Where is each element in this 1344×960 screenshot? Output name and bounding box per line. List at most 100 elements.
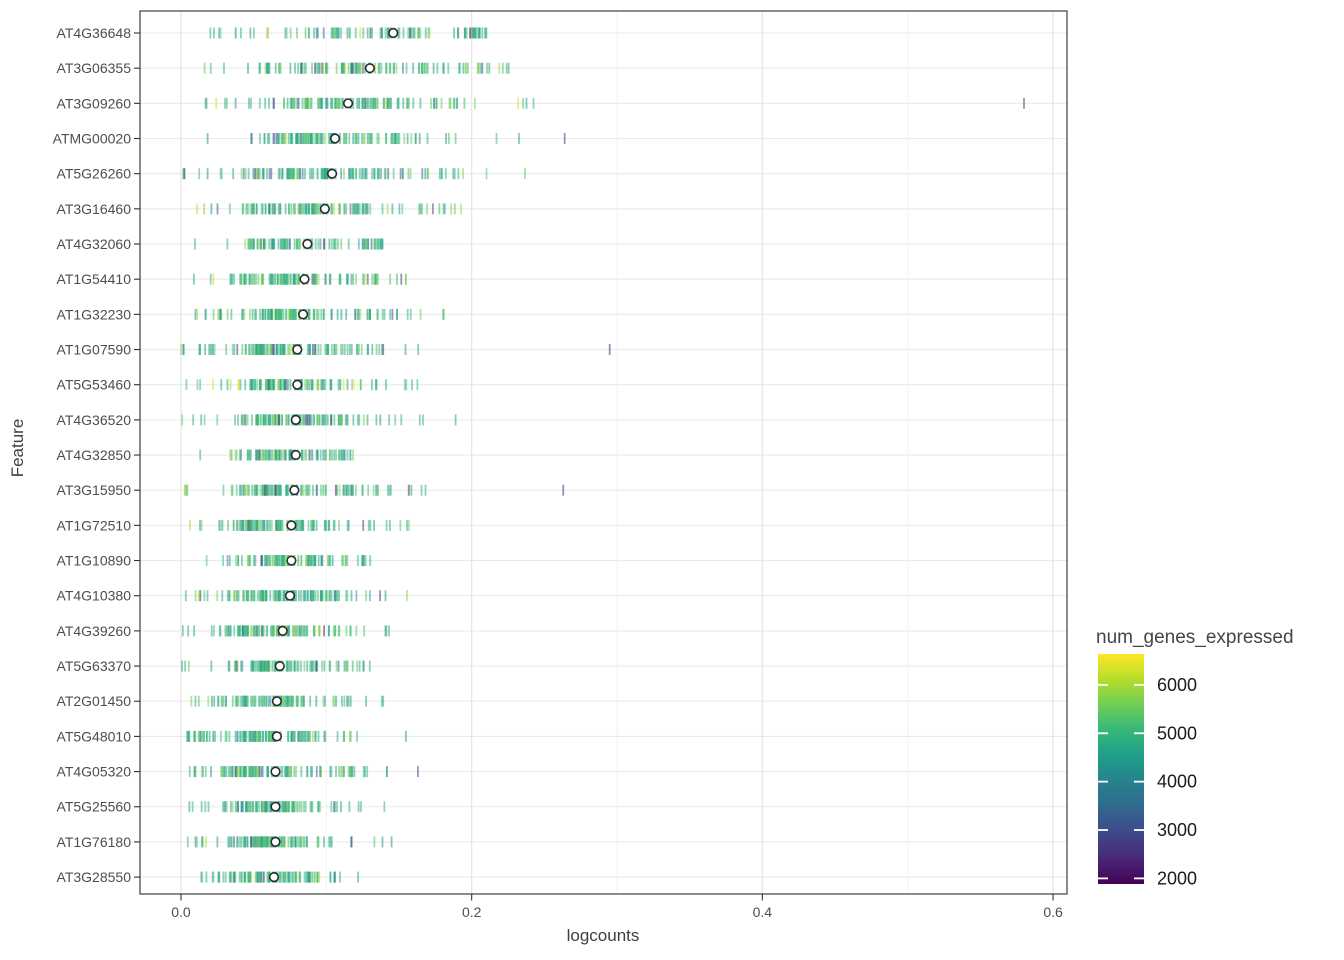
strip-tick xyxy=(285,484,288,496)
y-tick-label: AT1G54410 xyxy=(57,271,132,287)
strip-tick xyxy=(315,203,318,215)
strip-tick xyxy=(361,203,364,215)
median-point xyxy=(319,203,331,214)
strip-tick xyxy=(273,379,276,391)
strip-tick xyxy=(292,308,295,320)
strip-tick xyxy=(322,133,324,144)
strip-tick xyxy=(253,766,256,778)
median-point xyxy=(277,625,288,637)
strip-tick xyxy=(466,62,469,74)
strip-tick xyxy=(279,273,281,285)
strip-tick xyxy=(193,730,196,742)
y-tick-label: AT4G36648 xyxy=(57,25,132,41)
strip-tick xyxy=(344,555,347,567)
strip-tick xyxy=(380,238,382,250)
strip-tick xyxy=(233,660,236,672)
strip-tick xyxy=(246,625,248,637)
strip-tick xyxy=(277,203,280,215)
strip-tick xyxy=(349,695,352,707)
strip-tick xyxy=(405,273,407,285)
strip-tick xyxy=(289,308,292,320)
strip-tick xyxy=(194,836,197,848)
strip-tick xyxy=(229,871,231,883)
strip-tick xyxy=(408,519,410,531)
strip-tick xyxy=(335,660,338,672)
y-tick-label: AT3G09260 xyxy=(57,95,132,111)
strip-tick xyxy=(234,27,237,39)
strip-tick xyxy=(297,519,300,531)
strip-tick xyxy=(264,97,267,109)
strip-tick xyxy=(243,766,245,778)
strip-tick xyxy=(216,203,219,215)
strip-tick xyxy=(309,695,312,707)
strip-tick xyxy=(374,97,377,109)
strip-tick xyxy=(363,203,366,215)
strip-tick xyxy=(296,27,298,39)
strip-tick xyxy=(231,801,234,813)
strip-tick xyxy=(226,238,229,250)
strip-tick xyxy=(309,590,312,602)
strip-tick xyxy=(390,836,393,848)
strip-tick xyxy=(430,97,432,109)
strip-tick xyxy=(337,660,340,672)
strip-tick xyxy=(315,519,318,531)
strip-tick xyxy=(197,695,200,707)
strip-tick xyxy=(230,871,233,883)
strip-tick xyxy=(343,344,346,355)
strip-tick xyxy=(259,414,262,426)
strip-tick xyxy=(333,590,336,602)
strip-tick xyxy=(268,168,271,180)
strip-tick xyxy=(313,590,315,602)
y-tick-label: AT5G26260 xyxy=(57,166,132,182)
strip-tick xyxy=(221,695,224,707)
strip-tick xyxy=(314,238,317,250)
strip-tick xyxy=(224,97,226,109)
strip-tick xyxy=(274,449,277,461)
strip-tick xyxy=(244,168,247,180)
strip-tick xyxy=(235,519,238,531)
strip-tick xyxy=(303,801,305,813)
strip-tick xyxy=(205,730,208,742)
strip-tick xyxy=(311,273,314,285)
strip-tick xyxy=(484,27,487,39)
strip-tick xyxy=(318,97,321,109)
strip-tick xyxy=(251,836,254,848)
strip-tick xyxy=(204,801,207,813)
legend-tick-label: 5000 xyxy=(1157,723,1197,743)
strip-tick xyxy=(184,590,187,602)
strip-tick xyxy=(267,414,270,426)
strip-tick xyxy=(270,484,273,496)
strip-tick xyxy=(324,168,327,180)
strip-tick xyxy=(296,836,299,848)
strip-tick xyxy=(486,62,488,74)
strip-tick xyxy=(220,168,223,180)
strip-tick xyxy=(245,203,248,215)
strip-tick xyxy=(350,484,353,496)
strip-tick xyxy=(348,801,351,813)
strip-tick xyxy=(333,414,336,426)
strip-tick xyxy=(237,625,239,637)
strip-tick xyxy=(303,660,306,672)
strip-tick xyxy=(281,449,284,461)
strip-tick xyxy=(452,168,455,180)
y-tick-label: AT5G53460 xyxy=(57,377,132,393)
strip-tick xyxy=(340,168,342,180)
strip-tick xyxy=(405,62,408,74)
strip-tick xyxy=(409,308,412,320)
strip-tick xyxy=(244,519,247,531)
strip-tick xyxy=(362,414,365,426)
strip-tick xyxy=(241,801,243,813)
strip-tick xyxy=(328,238,331,250)
strip-tick xyxy=(349,449,352,461)
strip-tick xyxy=(347,62,350,74)
strip-tick xyxy=(306,97,309,109)
strip-tick xyxy=(343,730,345,742)
strip-tick xyxy=(335,590,338,602)
strip-tick xyxy=(278,871,281,883)
strip-tick xyxy=(349,203,352,215)
strip-tick xyxy=(440,97,443,109)
strip-tick xyxy=(310,133,312,144)
strip-tick xyxy=(356,414,359,426)
strip-tick xyxy=(240,273,243,285)
strip-tick xyxy=(258,238,261,250)
